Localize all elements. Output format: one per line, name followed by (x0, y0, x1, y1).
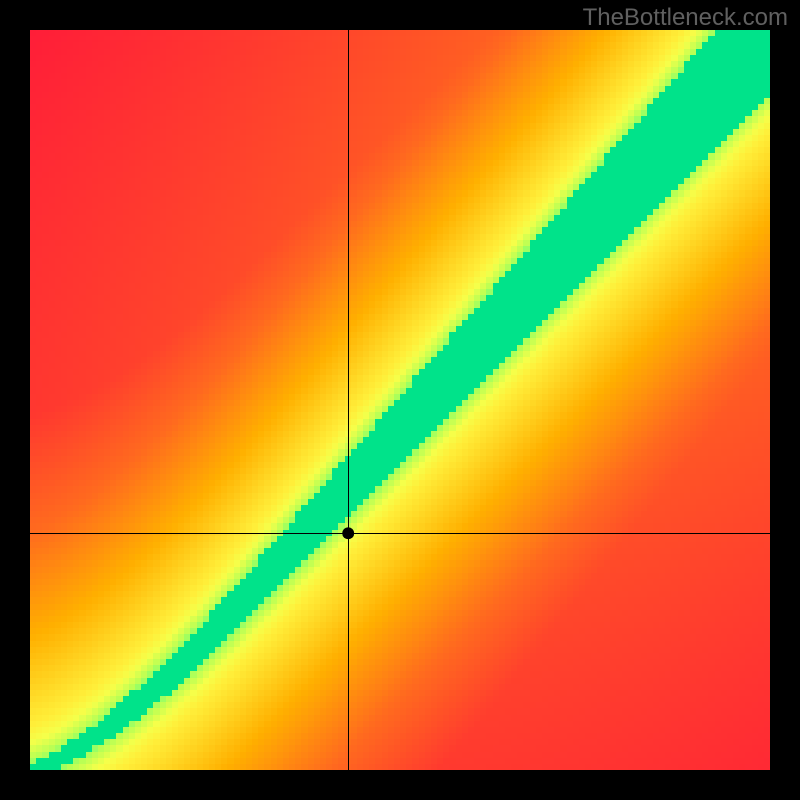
bottleneck-heatmap (0, 0, 800, 800)
chart-container: { "source": { "watermark_text": "TheBott… (0, 0, 800, 800)
watermark-text: TheBottleneck.com (583, 4, 788, 32)
